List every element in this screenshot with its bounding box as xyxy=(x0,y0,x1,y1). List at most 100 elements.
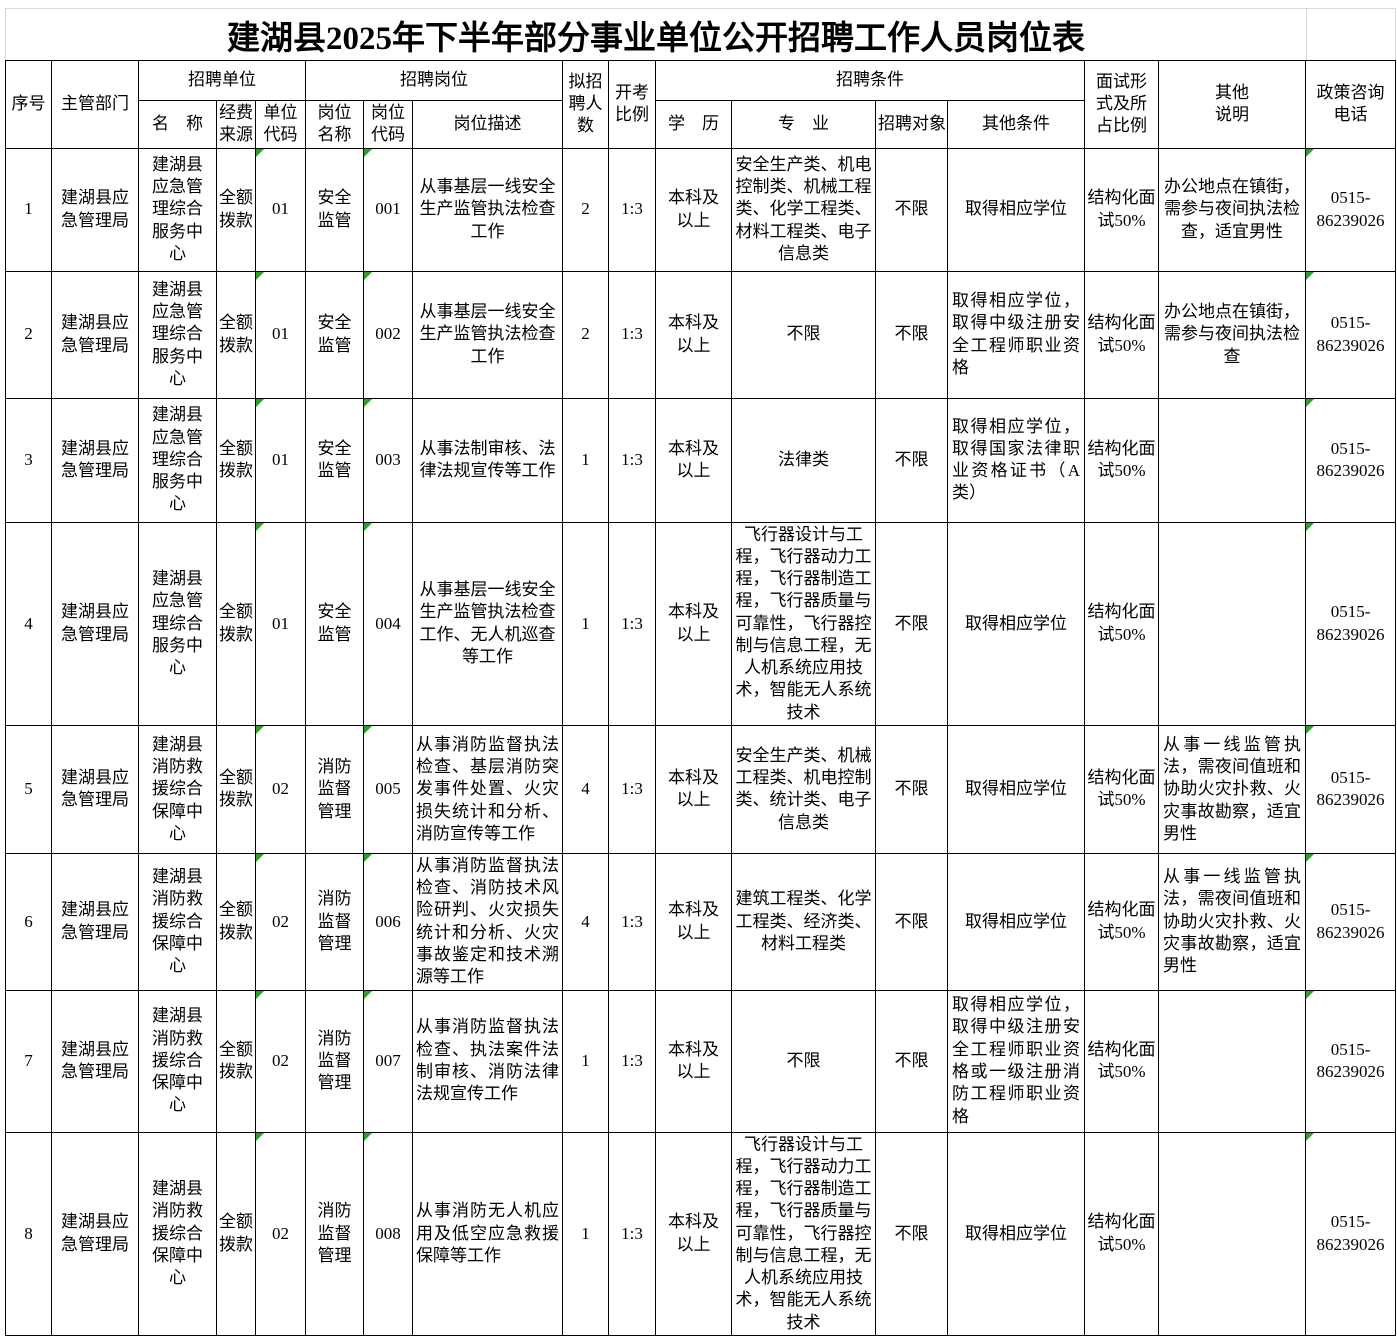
cell-major: 不限 xyxy=(731,270,877,399)
cell-post-description: 从事消防监督执法检查、消防技术风险研判、火灾损失统计和分析、火灾事故鉴定和技术溯… xyxy=(412,852,564,991)
error-indicator-icon xyxy=(256,399,264,407)
cell-education: 本科及以上 xyxy=(655,147,733,272)
col-header-post-code: 岗位 代码 xyxy=(363,100,414,149)
cell-unit-name: 建湖县应急管理综合服务中心 xyxy=(138,270,217,399)
col-header-dept: 主管部门 xyxy=(51,60,139,149)
cell-exam-ratio: 1:3 xyxy=(608,147,657,272)
cell-unit-code: 02 xyxy=(254,1131,307,1336)
table-row: 5 建湖县应急管理局 建湖县消防救援综合保障中心 全额拨款 02 消防监督管理 005 从事消… xyxy=(5,724,1397,854)
cell-interview-format: 结构化面试50% xyxy=(1084,270,1160,399)
cell-seq: 7 xyxy=(5,989,52,1133)
cell-exam-ratio: 1:3 xyxy=(608,397,657,523)
cell-other-conditions: 取得相应学位，取得中级注册安全工程师职业资格或一级注册消防工程师职业资格 xyxy=(947,989,1086,1133)
cell-post-description: 从事消防监督执法检查、执法案件法制审核、消防法律法规宣传工作 xyxy=(412,989,564,1133)
cell-funding: 全额拨款 xyxy=(216,989,256,1133)
cell-unit-name: 建湖县消防救援综合保障中心 xyxy=(138,724,217,854)
cell-exam-ratio: 1:3 xyxy=(608,989,657,1133)
cell-post-description: 从事基层一线安全生产监管执法检查工作 xyxy=(412,147,564,272)
error-indicator-icon xyxy=(1306,272,1315,280)
cell-seq: 3 xyxy=(5,397,52,523)
cell-post-code: 008 xyxy=(363,1131,414,1336)
cell-education: 本科及以上 xyxy=(655,724,733,854)
cell-recruit-target: 不限 xyxy=(875,270,949,399)
cell-unit-name: 建湖县应急管理综合服务中心 xyxy=(138,147,217,272)
cell-funding: 全额拨款 xyxy=(216,521,256,726)
cell-exam-ratio: 1:3 xyxy=(608,1131,657,1336)
cell-recruit-target: 不限 xyxy=(875,852,949,991)
cell-recruit-target: 不限 xyxy=(875,521,949,726)
error-indicator-icon xyxy=(364,991,373,999)
cell-other-notes: 从事一线监管执法，需夜间值班和协助火灾扑救、火灾事故勘察，适宜男性 xyxy=(1158,852,1307,991)
cell-post-name: 消防监督管理 xyxy=(305,724,365,854)
error-indicator-icon xyxy=(256,149,264,157)
cell-unit-code: 02 xyxy=(254,852,307,991)
cell-interview-format: 结构化面试50% xyxy=(1084,1131,1160,1336)
cell-recruit-target: 不限 xyxy=(875,1131,949,1336)
cell-funding: 全额拨款 xyxy=(216,852,256,991)
col-header-other-conditions: 其他条件 xyxy=(947,100,1086,149)
cell-funding: 全额拨款 xyxy=(216,147,256,272)
cell-dept: 建湖县应急管理局 xyxy=(51,1131,139,1336)
cell-interview-format: 结构化面试50% xyxy=(1084,989,1160,1133)
col-header-post-description: 岗位描述 xyxy=(412,100,564,149)
error-indicator-icon xyxy=(1306,726,1315,734)
cell-major: 安全生产类、机电控制类、机械工程类、化学工程类、材料工程类、电子信息类 xyxy=(731,147,877,272)
col-header-unit-name: 名 称 xyxy=(138,100,217,149)
table-row: 7 建湖县应急管理局 建湖县消防救援综合保障中心 全额拨款 02 消防监督管理 007 从事消… xyxy=(5,989,1397,1133)
col-group-conditions: 招聘条件 xyxy=(655,60,1086,101)
job-positions-table: 序号 主管部门 招聘单位 招聘岗位 拟招 聘人 数 开考 比例 招聘条件 面试形… xyxy=(5,60,1397,1336)
cell-post-code: 002 xyxy=(363,270,414,399)
cell-exam-ratio: 1:3 xyxy=(608,521,657,726)
cell-seq: 2 xyxy=(5,270,52,399)
col-header-education: 学 历 xyxy=(655,100,733,149)
cell-other-conditions: 取得相应学位 xyxy=(947,1131,1086,1336)
col-header-exam-ratio: 开考 比例 xyxy=(608,60,657,149)
cell-other-notes: 办公地点在镇街，需参与夜间执法检查 xyxy=(1158,270,1307,399)
error-indicator-icon xyxy=(256,991,264,999)
col-header-major: 专 业 xyxy=(731,100,877,149)
cell-dept: 建湖县应急管理局 xyxy=(51,397,139,523)
cell-dept: 建湖县应急管理局 xyxy=(51,724,139,854)
cell-post-description: 从事消防无人机应用及低空应急救援保障等工作 xyxy=(412,1131,564,1336)
cell-post-code: 007 xyxy=(363,989,414,1133)
cell-phone: 0515-86239026 xyxy=(1305,397,1397,523)
cell-funding: 全额拨款 xyxy=(216,1131,256,1336)
error-indicator-icon xyxy=(364,149,373,157)
cell-education: 本科及以上 xyxy=(655,852,733,991)
cell-post-description: 从事基层一线安全生产监管执法检查工作、无人机巡查等工作 xyxy=(412,521,564,726)
cell-phone: 0515-86239026 xyxy=(1305,852,1397,991)
cell-dept: 建湖县应急管理局 xyxy=(51,989,139,1133)
cell-unit-code: 01 xyxy=(254,270,307,399)
cell-post-description: 从事消防监督执法检查、基层消防突发事件处置、火灾损失统计和分析、消防宣传等工作 xyxy=(412,724,564,854)
error-indicator-icon xyxy=(364,523,373,531)
cell-unit-name: 建湖县消防救援综合保障中心 xyxy=(138,852,217,991)
table-row: 2 建湖县应急管理局 建湖县应急管理综合服务中心 全额拨款 01 安全监管 002 从事基层一… xyxy=(5,270,1397,399)
cell-unit-code: 01 xyxy=(254,147,307,272)
cell-phone: 0515-86239026 xyxy=(1305,521,1397,726)
page-title: 建湖县2025年下半年部分事业单位公开招聘工作人员岗位表 xyxy=(5,9,1306,60)
title-empty-cell xyxy=(1306,9,1396,60)
col-header-policy-phone: 政策咨询 电话 xyxy=(1305,60,1397,149)
cell-planned-count: 1 xyxy=(562,521,610,726)
cell-recruit-target: 不限 xyxy=(875,724,949,854)
col-header-interview-format: 面试形 式及所 占比例 xyxy=(1084,60,1160,149)
cell-post-name: 安全监管 xyxy=(305,147,365,272)
cell-interview-format: 结构化面试50% xyxy=(1084,724,1160,854)
cell-major: 安全生产类、机械工程类、机电控制类、统计类、电子信息类 xyxy=(731,724,877,854)
cell-major: 法律类 xyxy=(731,397,877,523)
cell-recruit-target: 不限 xyxy=(875,147,949,272)
error-indicator-icon xyxy=(1306,399,1315,407)
col-header-other-notes: 其他 说明 xyxy=(1158,60,1307,149)
error-indicator-icon xyxy=(364,399,373,407)
cell-planned-count: 1 xyxy=(562,397,610,523)
cell-funding: 全额拨款 xyxy=(216,724,256,854)
cell-education: 本科及以上 xyxy=(655,397,733,523)
table-row: 3 建湖县应急管理局 建湖县应急管理综合服务中心 全额拨款 01 安全监管 003 从事法制审… xyxy=(5,397,1397,523)
cell-other-conditions: 取得相应学位，取得中级注册安全工程师职业资格 xyxy=(947,270,1086,399)
col-header-seq: 序号 xyxy=(5,60,52,149)
cell-post-name: 安全监管 xyxy=(305,270,365,399)
cell-post-name: 消防监督管理 xyxy=(305,852,365,991)
cell-phone: 0515-86239026 xyxy=(1305,147,1397,272)
error-indicator-icon xyxy=(364,726,373,734)
